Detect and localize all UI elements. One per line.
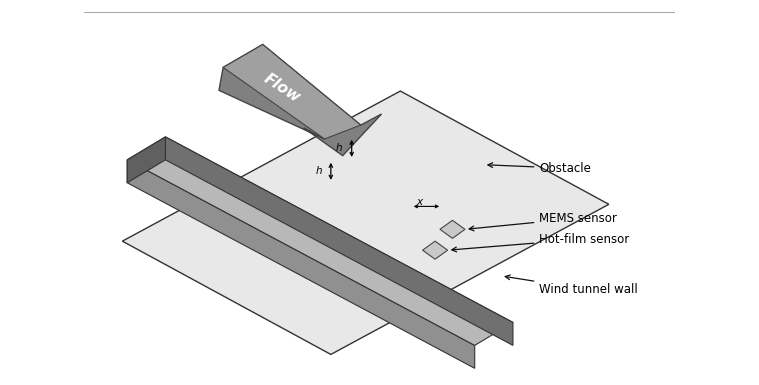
Polygon shape bbox=[219, 45, 382, 156]
Polygon shape bbox=[128, 160, 474, 368]
Polygon shape bbox=[122, 91, 609, 355]
Text: h: h bbox=[336, 143, 342, 153]
Text: x: x bbox=[416, 196, 422, 206]
Text: Wind tunnel wall: Wind tunnel wall bbox=[505, 275, 638, 296]
Text: h: h bbox=[315, 166, 322, 176]
Polygon shape bbox=[440, 220, 465, 238]
Text: Hot-film sensor: Hot-film sensor bbox=[452, 233, 629, 252]
Polygon shape bbox=[223, 45, 361, 139]
Polygon shape bbox=[165, 137, 513, 345]
Text: MEMS sensor: MEMS sensor bbox=[469, 212, 617, 231]
Polygon shape bbox=[128, 137, 165, 183]
Text: Obstacle: Obstacle bbox=[488, 162, 591, 175]
Polygon shape bbox=[423, 241, 448, 259]
Polygon shape bbox=[128, 137, 513, 345]
Text: Flow: Flow bbox=[261, 71, 303, 105]
